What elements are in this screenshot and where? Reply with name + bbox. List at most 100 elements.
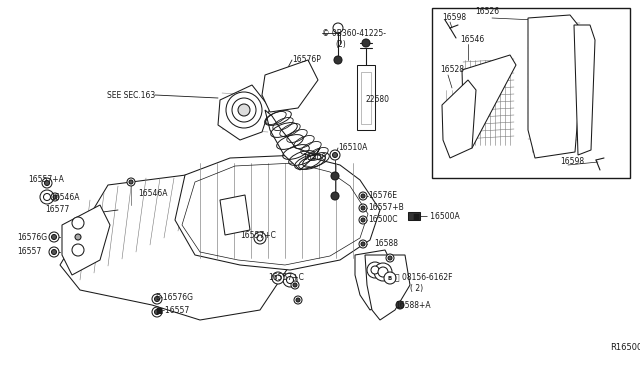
Polygon shape [365, 255, 410, 320]
Text: Б-16576G: Б-16576G [155, 294, 193, 302]
Polygon shape [62, 205, 110, 275]
Circle shape [371, 266, 379, 274]
Circle shape [384, 272, 396, 284]
Polygon shape [218, 85, 270, 140]
Text: 16598: 16598 [560, 157, 584, 167]
Circle shape [75, 234, 81, 240]
Polygon shape [442, 80, 476, 158]
Text: ( 2): ( 2) [410, 285, 423, 294]
Text: SEE SEC.163: SEE SEC.163 [107, 90, 155, 99]
Polygon shape [220, 195, 250, 235]
Circle shape [359, 192, 367, 200]
Text: 16546A: 16546A [50, 192, 79, 202]
Circle shape [275, 275, 281, 281]
Polygon shape [60, 175, 300, 320]
Circle shape [334, 56, 342, 64]
Text: 16500: 16500 [302, 154, 326, 163]
Circle shape [378, 267, 388, 277]
Circle shape [72, 244, 84, 256]
Circle shape [330, 150, 340, 160]
Text: 16557+C: 16557+C [240, 231, 276, 240]
Text: 16576E: 16576E [368, 190, 397, 199]
Circle shape [40, 190, 54, 204]
Polygon shape [262, 60, 318, 112]
Circle shape [396, 301, 404, 309]
Circle shape [51, 193, 59, 201]
Circle shape [272, 272, 284, 284]
Text: ■-16557: ■-16557 [155, 307, 189, 315]
Text: 22680: 22680 [366, 96, 390, 105]
Text: Ⓑ 08156-6162F: Ⓑ 08156-6162F [395, 273, 452, 282]
Circle shape [127, 178, 135, 186]
Circle shape [293, 283, 297, 287]
Circle shape [238, 104, 250, 116]
Circle shape [51, 234, 56, 240]
Circle shape [257, 235, 263, 241]
Circle shape [42, 178, 52, 188]
Polygon shape [265, 110, 320, 170]
Text: 16500C: 16500C [368, 215, 397, 224]
Text: 16526: 16526 [475, 7, 499, 16]
Circle shape [45, 180, 49, 186]
Polygon shape [528, 15, 580, 158]
Text: © 0B360-41225-: © 0B360-41225- [322, 29, 386, 38]
Circle shape [361, 206, 365, 210]
Circle shape [49, 247, 59, 257]
Circle shape [154, 296, 159, 301]
Circle shape [361, 194, 365, 198]
Circle shape [294, 296, 302, 304]
Circle shape [331, 172, 339, 180]
Circle shape [388, 256, 392, 260]
Circle shape [51, 250, 56, 254]
Bar [361, 72, 371, 124]
Text: 16588: 16588 [374, 240, 398, 248]
Text: 16557+A: 16557+A [28, 176, 64, 185]
Text: 16576P: 16576P [292, 55, 321, 64]
Bar [357, 65, 375, 130]
Text: 16588+A: 16588+A [395, 301, 431, 310]
Circle shape [367, 262, 383, 278]
Circle shape [152, 307, 162, 317]
Polygon shape [462, 55, 516, 148]
Text: 16576G: 16576G [17, 232, 47, 241]
Text: 16577: 16577 [45, 205, 69, 215]
Circle shape [296, 298, 300, 302]
Text: 16557: 16557 [17, 247, 41, 257]
Text: 16557+B: 16557+B [368, 202, 404, 212]
Polygon shape [355, 250, 395, 310]
Circle shape [152, 294, 162, 304]
Circle shape [361, 242, 365, 246]
Circle shape [154, 310, 159, 314]
Circle shape [291, 281, 299, 289]
Circle shape [232, 98, 256, 122]
Text: 16598: 16598 [442, 13, 466, 22]
Text: 16546: 16546 [460, 35, 484, 45]
Text: 16557+C: 16557+C [268, 273, 304, 282]
Circle shape [44, 193, 51, 201]
Circle shape [287, 276, 294, 283]
Circle shape [359, 204, 367, 212]
Polygon shape [175, 155, 380, 270]
Circle shape [386, 254, 394, 262]
Text: 16510A: 16510A [338, 144, 367, 153]
Circle shape [129, 180, 133, 184]
Circle shape [362, 39, 370, 47]
Circle shape [359, 240, 367, 248]
Circle shape [361, 218, 365, 222]
Bar [432, 8, 630, 178]
Circle shape [72, 217, 84, 229]
Circle shape [283, 273, 297, 287]
Text: B: B [388, 276, 392, 280]
Bar [408, 212, 420, 220]
Text: (2): (2) [335, 41, 346, 49]
Polygon shape [574, 25, 595, 155]
Circle shape [49, 232, 59, 242]
Text: ■— 16500A: ■— 16500A [413, 212, 460, 221]
Circle shape [254, 232, 266, 244]
Text: R1650040: R1650040 [610, 343, 640, 353]
Circle shape [333, 153, 337, 157]
Circle shape [53, 195, 57, 199]
Text: 16528: 16528 [440, 65, 464, 74]
Text: 16546A: 16546A [138, 189, 168, 198]
Circle shape [359, 216, 367, 224]
